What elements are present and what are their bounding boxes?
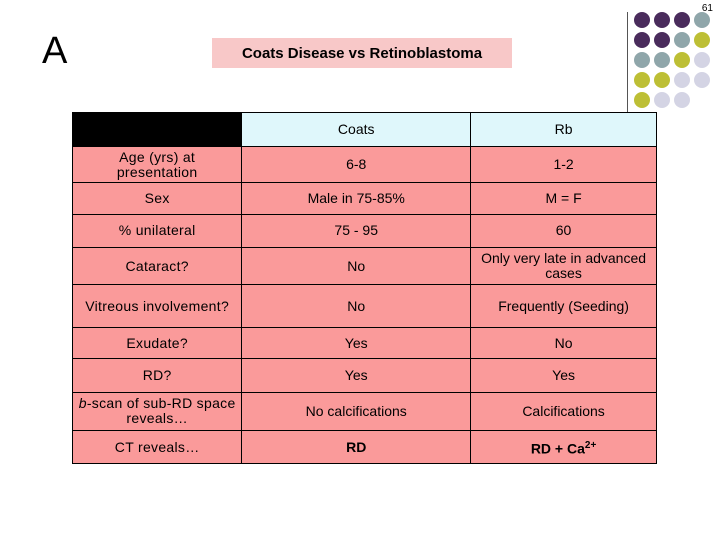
- decorative-dot: [674, 72, 690, 88]
- table-row: % unilateral 75 - 95 60: [71, 214, 657, 248]
- row-label-exudate: Exudate?: [71, 327, 243, 359]
- table-row: Vitreous involvement? No Frequently (See…: [71, 284, 657, 329]
- cell-rb-sex: M = F: [470, 182, 657, 215]
- cell-coats-cataract: No: [241, 246, 472, 286]
- row-label-unilateral: % unilateral: [71, 214, 243, 248]
- row-label-ct: CT reveals…: [71, 430, 243, 464]
- cell-coats-ct: RD: [241, 430, 472, 464]
- decorative-dot: [694, 12, 710, 28]
- decorative-dot: [674, 12, 690, 28]
- page-number: 61: [701, 3, 713, 14]
- cell-coats-rd: Yes: [241, 357, 472, 393]
- cell-rb-age: 1-2: [470, 145, 657, 184]
- cell-coats-unilateral: 75 - 95: [241, 214, 472, 248]
- cell-rb-rd: Yes: [470, 357, 657, 393]
- row-label-age: Age (yrs) at presentation: [71, 145, 243, 184]
- decorative-dot: [674, 52, 690, 68]
- table-row: Exudate? Yes No: [71, 327, 657, 359]
- row-label-vitreous: Vitreous involvement?: [71, 284, 243, 329]
- decorative-dot: [634, 32, 650, 48]
- slide-title: Coats Disease vs Retinoblastoma: [212, 38, 512, 68]
- decorative-dot: [654, 72, 670, 88]
- column-header-coats: Coats: [241, 112, 472, 147]
- decorative-dot: [694, 72, 710, 88]
- table-row: b-scan of sub-RD space reveals… No calci…: [71, 391, 657, 432]
- decorative-dot: [654, 32, 670, 48]
- decorative-dot: [654, 52, 670, 68]
- cell-coats-age: 6-8: [241, 145, 472, 184]
- cell-rb-vitreous: Frequently (Seeding): [470, 284, 657, 329]
- cell-rb-ct-text: RD + Ca: [530, 440, 585, 457]
- decorative-divider: [627, 12, 628, 120]
- cell-coats-exudate: Yes: [241, 327, 472, 359]
- cell-coats-vitreous: No: [241, 284, 472, 329]
- cell-rb-cataract: Only very late in advanced cases: [470, 246, 657, 286]
- cell-rb-exudate: No: [470, 327, 657, 359]
- comparison-table: Coats Rb Age (yrs) at presentation 6-8 1…: [71, 112, 657, 464]
- table-row: CT reveals… RD RD + Ca2+: [71, 430, 657, 464]
- decorative-dot: [634, 52, 650, 68]
- row-label-sex: Sex: [71, 182, 243, 215]
- row-label-bscan-text: -scan of sub-RD space reveals…: [86, 395, 236, 427]
- decorative-dot: [634, 92, 650, 108]
- cell-rb-unilateral: 60: [470, 214, 657, 248]
- table-row: RD? Yes Yes: [71, 357, 657, 393]
- table-row: Cataract? No Only very late in advanced …: [71, 246, 657, 286]
- decorative-dot: [694, 32, 710, 48]
- cell-rb-ct: RD + Ca2+: [470, 430, 657, 464]
- section-letter: A: [42, 30, 68, 72]
- column-header-rb: Rb: [470, 112, 657, 147]
- decorative-dot: [634, 12, 650, 28]
- decorative-dot: [674, 92, 690, 108]
- table-row: Age (yrs) at presentation 6-8 1-2: [71, 145, 657, 184]
- table-header-row: Coats Rb: [71, 112, 657, 147]
- row-label-bscan-italic: b: [78, 395, 87, 412]
- decorative-dot: [674, 32, 690, 48]
- cell-coats-bscan: No calcifications: [241, 391, 472, 432]
- decorative-dot: [654, 12, 670, 28]
- decorative-dot: [694, 52, 710, 68]
- cell-rb-ct-superscript: 2+: [584, 439, 597, 451]
- decorative-dot: [634, 72, 650, 88]
- table-corner-cell: [71, 112, 243, 147]
- cell-rb-bscan: Calcifications: [470, 391, 657, 432]
- table-row: Sex Male in 75-85% M = F: [71, 182, 657, 215]
- row-label-rd: RD?: [71, 357, 243, 393]
- cell-coats-sex: Male in 75-85%: [241, 182, 472, 215]
- row-label-bscan: b-scan of sub-RD space reveals…: [71, 391, 243, 432]
- decorative-dot: [654, 92, 670, 108]
- row-label-cataract: Cataract?: [71, 246, 243, 286]
